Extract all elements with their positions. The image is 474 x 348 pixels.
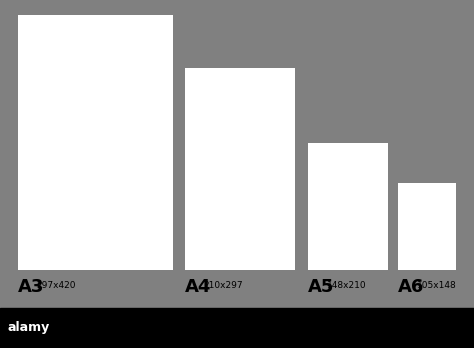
Bar [185,68,295,270]
Text: A4: A4 [185,278,211,296]
Text: A6: A6 [398,278,424,296]
Text: alamy: alamy [8,322,50,334]
Text: A3: A3 [18,278,45,296]
Bar [0,308,474,348]
Text: 105x148: 105x148 [417,281,456,290]
Text: A5: A5 [308,278,334,296]
Text: 297x420: 297x420 [36,281,76,290]
Text: 210x297: 210x297 [204,281,243,290]
Bar [18,15,173,270]
Bar [308,143,388,270]
Text: 148x210: 148x210 [327,281,366,290]
Bar [398,183,456,270]
